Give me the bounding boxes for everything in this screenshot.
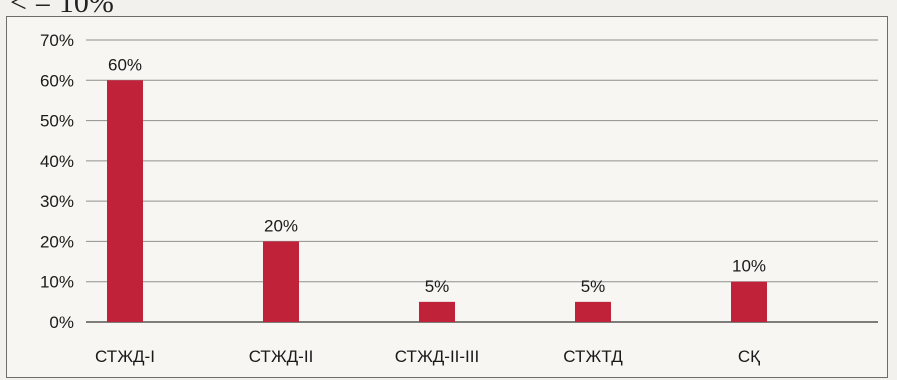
x-tick-label: СТЖД-II-III: [395, 347, 479, 366]
data-labels: 60% 20% 5% 5% 10%: [108, 55, 766, 296]
bar: [419, 301, 455, 322]
x-tick-label: СТЖТД: [563, 347, 623, 366]
x-tick-label: СҚ: [738, 347, 760, 366]
y-tick-label: 30%: [40, 192, 74, 211]
bars: [107, 80, 767, 323]
y-tick-label: 40%: [40, 152, 74, 171]
gridlines: [86, 39, 878, 323]
x-tick-label: СТЖД-II: [249, 347, 314, 366]
data-label: 10%: [732, 257, 766, 276]
y-tick-label: 0%: [49, 313, 74, 332]
data-label: 60%: [108, 55, 142, 74]
y-tick-label: 50%: [40, 112, 74, 131]
x-tick-label: СТЖД-I: [95, 347, 155, 366]
data-label: 5%: [425, 277, 450, 296]
bar: [107, 80, 143, 323]
y-tick-label: 70%: [40, 31, 74, 50]
cropped-heading-fragment: < = 10%: [10, 0, 114, 19]
y-tick-label: 10%: [40, 273, 74, 292]
data-label: 20%: [264, 216, 298, 235]
data-label: 5%: [581, 277, 606, 296]
bar: [731, 281, 767, 322]
bar: [575, 301, 611, 322]
y-tick-label: 20%: [40, 232, 74, 251]
y-tick-label: 60%: [40, 71, 74, 90]
bar: [263, 241, 299, 322]
y-axis-ticks: 0% 10% 20% 30% 40% 50% 60% 70%: [40, 31, 74, 332]
x-axis-ticks: СТЖД-I СТЖД-II СТЖД-II-III СТЖТД СҚ: [95, 347, 760, 366]
